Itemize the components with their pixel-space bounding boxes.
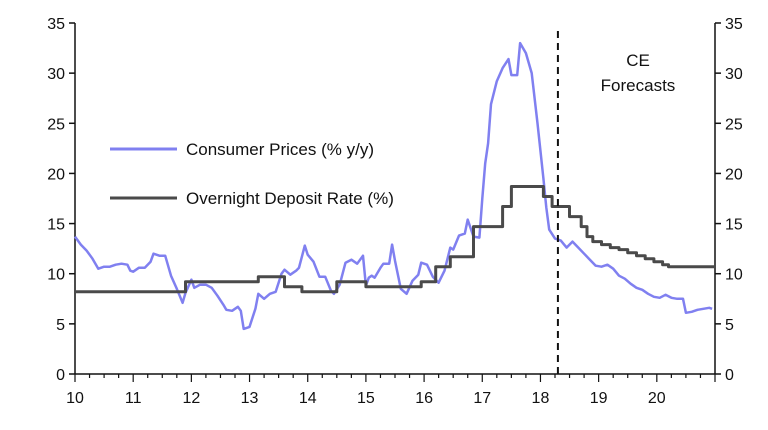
y-tick-label-left: 15 (47, 217, 65, 234)
y-tick-label-right: 15 (725, 217, 743, 234)
y-tick-label-left: 25 (47, 116, 65, 133)
series-line-deposit-rate (75, 185, 715, 294)
x-tick-label: 12 (182, 390, 200, 407)
x-tick-label: 14 (299, 390, 317, 407)
y-tick-label-right: 30 (725, 66, 743, 83)
x-tick-label: 19 (590, 390, 608, 407)
legend-label: Consumer Prices (% y/y) (186, 140, 374, 159)
y-tick-label-left: 10 (47, 267, 65, 284)
axes: 0 5 10 15 20 25 30 35 0 5 10 15 20 25 30 35 10 11 12 13 14 15… (47, 16, 743, 407)
x-tick-label: 11 (125, 390, 142, 407)
y-tick-label-left: 0 (56, 367, 65, 384)
y-tick-label-left: 5 (56, 317, 65, 334)
y-tick-label-left: 30 (47, 66, 65, 83)
y-tick-label-right: 35 (725, 16, 743, 33)
legend: Consumer Prices (% y/y) Overnight Deposit… (110, 140, 394, 208)
x-tick-label: 16 (415, 390, 433, 407)
legend-label: Overnight Deposit Rate (%) (186, 189, 394, 208)
y-tick-label-right: 20 (725, 166, 743, 183)
x-tick-label: 15 (357, 390, 375, 407)
y-tick-label-right: 10 (725, 267, 743, 284)
forecast-label-line2: Forecasts (601, 76, 676, 95)
y-tick-label-right: 5 (725, 317, 734, 334)
y-tick-label-left: 35 (47, 16, 65, 33)
x-tick-label: 10 (66, 390, 84, 407)
forecast-label-line1: CE (626, 51, 650, 70)
y-tick-label-right: 0 (725, 367, 734, 384)
x-tick-label: 17 (473, 390, 491, 407)
annotations: CE Forecasts (556, 31, 676, 374)
x-tick-label: 20 (648, 390, 666, 407)
x-tick-label: 18 (532, 390, 550, 407)
series-lines (73, 41, 715, 331)
x-tick-label: 13 (241, 390, 259, 407)
y-tick-label-left: 20 (47, 166, 65, 183)
y-tick-label-right: 25 (725, 116, 743, 133)
